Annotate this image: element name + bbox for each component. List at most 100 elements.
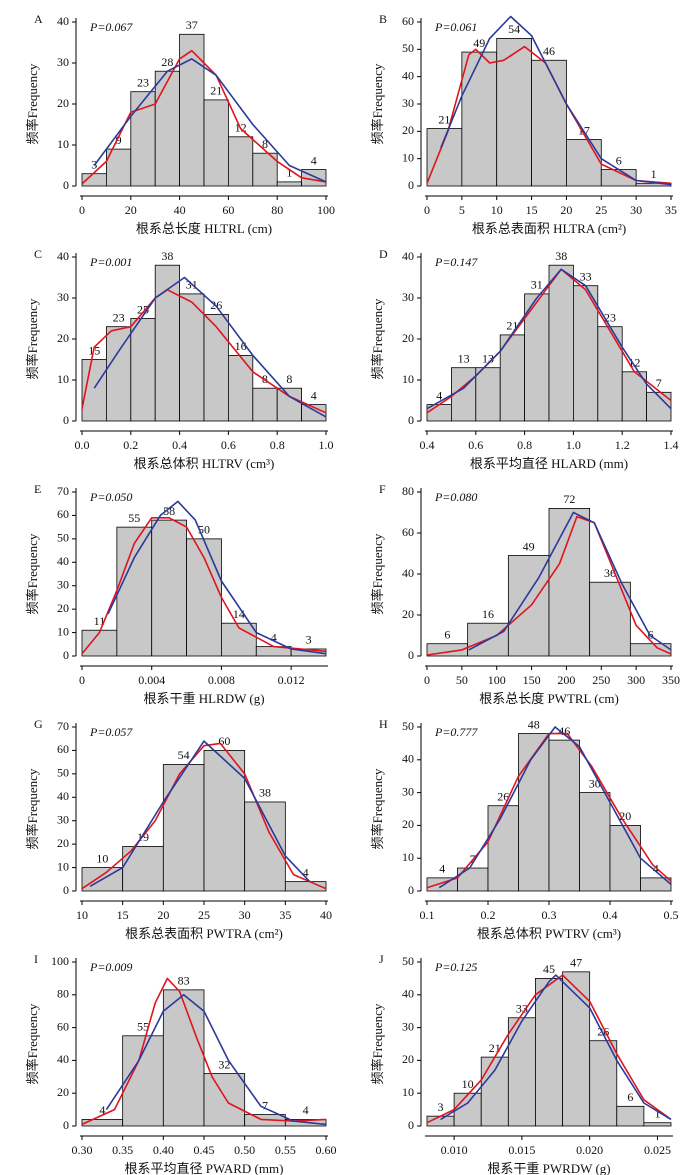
y-tick-label: 60 xyxy=(402,525,414,539)
bar-label: 55 xyxy=(137,1020,149,1034)
density-curve xyxy=(89,740,311,887)
p-value: P=0.050 xyxy=(89,490,132,504)
bar-label: 1 xyxy=(654,1106,660,1120)
y-tick-label: 30 xyxy=(57,577,69,591)
x-tick-label: 50 xyxy=(456,673,468,687)
panel-letter: J xyxy=(379,952,384,966)
p-value: P=0.009 xyxy=(89,960,132,974)
y-axis-label: 频率Frequency xyxy=(25,63,40,144)
x-tick-label: 40 xyxy=(320,908,332,922)
bar xyxy=(518,733,550,892)
y-tick-label: 10 xyxy=(402,1085,414,1099)
y-tick-label: 40 xyxy=(402,752,414,766)
x-tick-label: 0.020 xyxy=(576,1143,603,1157)
y-tick-label: 50 xyxy=(57,766,69,780)
bar-label: 58 xyxy=(163,504,175,518)
bar-label: 16 xyxy=(482,607,494,621)
bar-label: 4 xyxy=(436,388,442,402)
bar-label: 83 xyxy=(178,974,190,988)
bar xyxy=(548,739,580,892)
density-curve xyxy=(426,732,672,889)
x-tick-label: 200 xyxy=(557,673,575,687)
x-tick-label: 35 xyxy=(279,908,291,922)
bar-label: 6 xyxy=(627,1090,633,1104)
bar-label: 6 xyxy=(444,627,450,641)
x-tick-label: 0.6 xyxy=(468,438,483,452)
y-tick-label: 30 xyxy=(402,290,414,304)
bar xyxy=(475,367,501,422)
panel: C P=0.001 频率Frequency 根系总体积 HLTRV (cm³) 0 10 2… xyxy=(25,247,334,471)
bar-label: 23 xyxy=(113,310,125,324)
x-tick-label: 0.35 xyxy=(112,1143,133,1157)
y-tick-label: 30 xyxy=(402,1019,414,1033)
bar xyxy=(548,264,574,422)
y-tick-label: 10 xyxy=(57,372,69,386)
x-tick-label: 40 xyxy=(174,203,186,217)
bar-label: 9 xyxy=(116,133,122,147)
y-axis-label: 频率Frequency xyxy=(370,533,385,614)
y-tick-label: 20 xyxy=(57,1085,69,1099)
bar-label: 3 xyxy=(306,633,312,647)
x-tick-label: 0.8 xyxy=(270,438,285,452)
bar xyxy=(531,59,567,187)
y-tick-label: 40 xyxy=(57,249,69,263)
bar-label: 37 xyxy=(186,18,198,32)
bar xyxy=(130,318,156,422)
x-tick-label: 0.010 xyxy=(441,1143,468,1157)
y-tick-label: 20 xyxy=(402,123,414,137)
y-tick-label: 20 xyxy=(57,96,69,110)
bar-label: 31 xyxy=(531,278,543,292)
bar-label: 4 xyxy=(303,1103,309,1117)
bar-label: 6 xyxy=(616,153,622,167)
y-tick-label: 10 xyxy=(57,137,69,151)
y-tick-label: 10 xyxy=(402,372,414,386)
panel: G P=0.057 频率Frequency 根系总表面积 PWTRA (cm²) 0 10… xyxy=(25,717,332,941)
y-tick-label: 0 xyxy=(408,178,414,192)
panel: H P=0.777 频率Frequency 根系总体积 PWTRV (cm³) 0 10 2… xyxy=(370,717,679,941)
bar xyxy=(203,313,229,422)
bar xyxy=(81,1119,124,1127)
bar xyxy=(227,136,254,187)
bar-label: 13 xyxy=(458,351,470,365)
x-tick-label: 0.45 xyxy=(194,1143,215,1157)
y-tick-label: 10 xyxy=(57,624,69,638)
y-tick-label: 50 xyxy=(402,719,414,733)
y-tick-label: 0 xyxy=(63,1118,69,1132)
bar xyxy=(151,519,187,657)
bar-label: 49 xyxy=(523,539,535,553)
y-axis-label: 频率Frequency xyxy=(25,1003,40,1084)
x-tick-label: 0.6 xyxy=(221,438,236,452)
bar xyxy=(116,526,153,657)
density-curve xyxy=(81,517,327,655)
y-tick-label: 40 xyxy=(402,566,414,580)
bar xyxy=(203,99,229,187)
y-axis-label: 频率Frequency xyxy=(370,768,385,849)
y-tick-label: 10 xyxy=(402,850,414,864)
y-tick-label: 30 xyxy=(402,96,414,110)
y-tick-label: 60 xyxy=(402,14,414,28)
p-value: P=0.067 xyxy=(89,20,133,34)
x-tick-label: 35 xyxy=(665,203,677,217)
density-curve xyxy=(81,977,327,1126)
x-tick-label: 20 xyxy=(560,203,572,217)
density-curve xyxy=(438,726,672,889)
bar-label: 4 xyxy=(271,630,277,644)
y-axis-label: 频率Frequency xyxy=(25,298,40,379)
y-tick-label: 70 xyxy=(57,484,69,498)
x-tick-label: 0.4 xyxy=(172,438,187,452)
x-tick-label: 1.4 xyxy=(664,438,679,452)
y-axis-label: 频率Frequency xyxy=(370,1003,385,1084)
x-tick-label: 15 xyxy=(526,203,538,217)
bar xyxy=(227,354,254,422)
bar-label: 21 xyxy=(210,84,222,98)
bar xyxy=(154,70,180,187)
y-tick-label: 40 xyxy=(57,789,69,803)
p-value: P=0.001 xyxy=(89,255,132,269)
bar-label: 4 xyxy=(653,862,659,876)
bar-label: 48 xyxy=(528,717,540,731)
x-tick-label: 80 xyxy=(271,203,283,217)
x-tick-label: 20 xyxy=(157,908,169,922)
y-tick-label: 60 xyxy=(57,507,69,521)
y-tick-label: 100 xyxy=(51,954,69,968)
density-curve xyxy=(468,511,672,651)
